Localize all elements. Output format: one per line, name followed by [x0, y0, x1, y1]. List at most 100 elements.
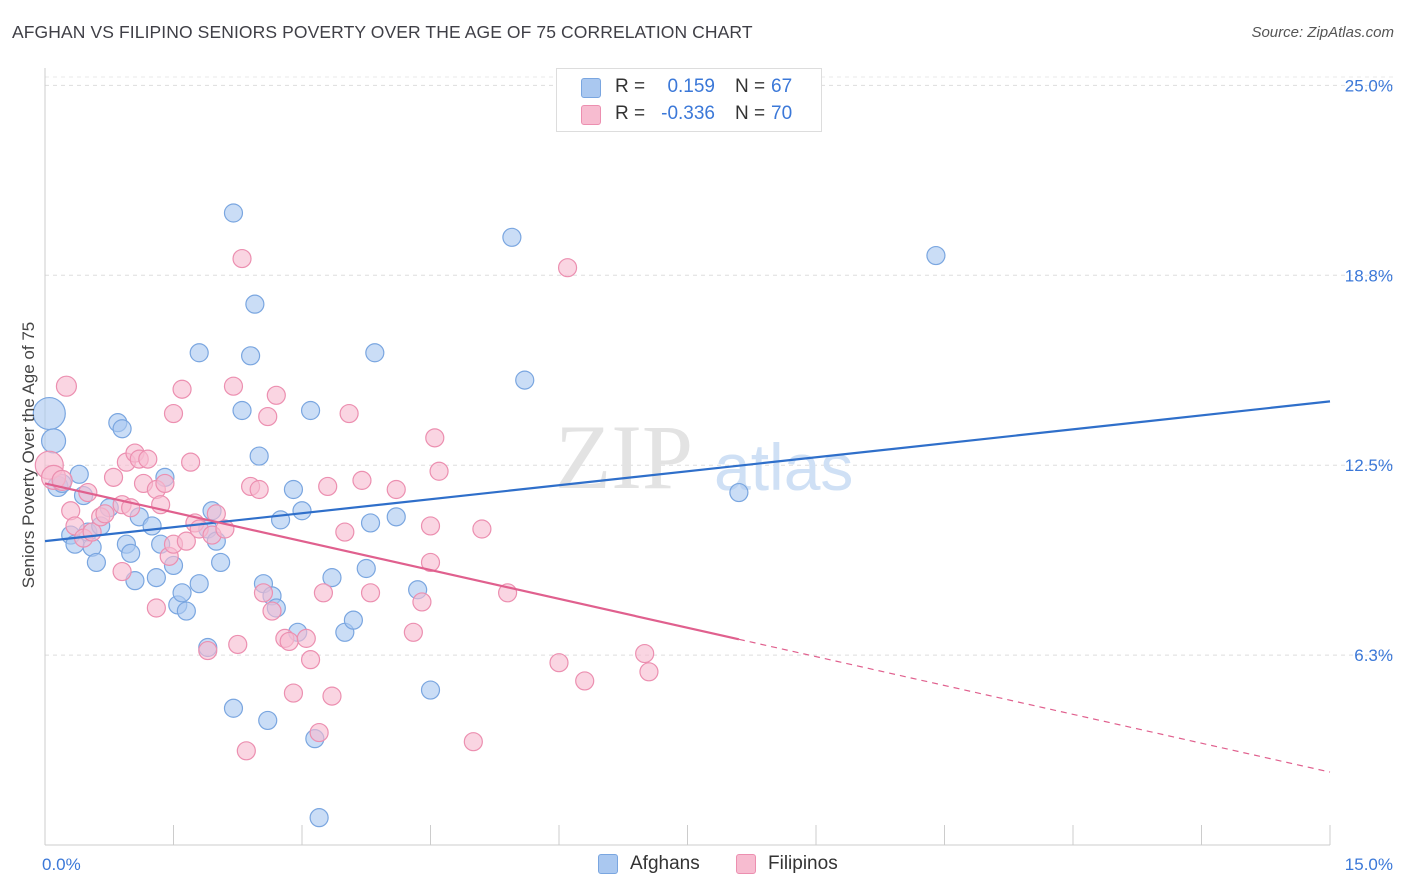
legend-filipinos-swatch: [736, 854, 756, 874]
filipinos-point: [112, 561, 132, 582]
afghans-point: [420, 680, 441, 700]
filipinos-point: [262, 601, 282, 621]
afghans-point: [386, 507, 406, 527]
trend-lines: [44, 400, 1331, 773]
afghans-point: [69, 464, 89, 484]
filipinos-trend-extension: [738, 638, 1331, 773]
n-value: 67: [771, 76, 793, 97]
filipinos-point: [318, 476, 338, 497]
n-label: N =: [735, 103, 766, 124]
afghans-point: [322, 568, 342, 588]
afghans-point: [729, 482, 749, 503]
watermark-zip: ZIP: [555, 406, 693, 508]
filipinos-point: [639, 662, 659, 682]
afghans-point: [515, 370, 535, 390]
afghans-point: [223, 203, 244, 223]
filipinos-point: [425, 428, 445, 448]
chart-title: AFGHAN VS FILIPINO SENIORS POVERTY OVER …: [12, 22, 753, 42]
stats-row-filipinos: R = -0.336 N = 70: [557, 100, 821, 128]
afghans-point: [176, 601, 196, 621]
afghans-point: [365, 343, 385, 363]
afghans-point: [258, 710, 278, 731]
filipinos-point: [549, 653, 569, 673]
filipinos-point: [360, 583, 381, 603]
r-value: -0.336: [661, 103, 715, 124]
grid-lines: [45, 76, 1395, 656]
filipinos-point: [155, 473, 175, 494]
legend-afghans-label: Afghans: [630, 853, 700, 874]
filipinos-point: [198, 640, 218, 661]
legend-filipinos-label: Filipinos: [768, 853, 838, 874]
filipinos-point: [172, 379, 192, 399]
filipinos-point: [463, 732, 483, 752]
filipinos-trend-line: [44, 482, 740, 641]
afghans-point: [360, 513, 381, 533]
afghans-point: [146, 568, 166, 588]
filipinos-point: [296, 628, 316, 648]
afghans-point: [232, 400, 252, 421]
filipinos-swatch: [581, 105, 601, 125]
filipinos-point: [313, 583, 334, 603]
afghans-swatch: [581, 78, 601, 98]
afghans-point: [309, 808, 329, 828]
afghans-point: [356, 558, 376, 579]
r-label: R =: [615, 103, 646, 124]
afghans-point: [142, 516, 162, 536]
filipinos-point: [103, 467, 124, 487]
filipinos-point: [472, 519, 492, 539]
afghans-point: [343, 610, 363, 630]
filipinos-point: [575, 671, 595, 691]
filipinos-point: [249, 479, 269, 500]
filipinos-point: [228, 634, 248, 655]
afghans-point: [211, 552, 231, 573]
afghans-point: [283, 479, 304, 500]
filipinos-point: [279, 631, 299, 652]
filipinos-point: [176, 531, 196, 551]
chart-legend: Afghans Filipinos: [598, 852, 838, 878]
filipinos-point: [258, 406, 278, 427]
filipinos-point: [55, 375, 78, 397]
afghans-point: [245, 294, 265, 314]
afghans-point: [270, 510, 291, 530]
filipinos-point: [300, 650, 321, 670]
filipinos-point: [322, 686, 342, 706]
afghans-trend-line: [44, 400, 1331, 543]
afghans-point: [86, 552, 107, 573]
afghans-point: [249, 446, 269, 466]
filipinos-point: [266, 385, 286, 405]
filipinos-point: [420, 516, 441, 536]
afghans-point: [241, 346, 261, 366]
filipinos-point: [429, 461, 449, 481]
x-tick-label: 0.0%: [42, 855, 81, 874]
r-value: 0.159: [667, 76, 715, 97]
afghans-point: [189, 343, 209, 363]
filipinos-point: [181, 452, 201, 472]
filipinos-point: [339, 403, 359, 424]
legend-afghans-swatch: [598, 854, 618, 874]
x-tick-label: 15.0%: [1345, 855, 1393, 874]
tick-labels: 25.0% 18.8% 12.5% 6.3% 0.0% 15.0%: [42, 76, 1393, 874]
filipinos-point: [146, 598, 166, 618]
afghans-point: [112, 419, 132, 439]
filipinos-point: [335, 522, 355, 542]
y-tick-label: 12.5%: [1345, 456, 1393, 475]
filipinos-point: [352, 470, 372, 490]
afghans-point: [502, 227, 522, 247]
filipinos-point: [420, 552, 441, 573]
filipinos-point: [253, 583, 274, 603]
afghans-point: [121, 543, 141, 563]
filipinos-point: [236, 741, 256, 761]
filipinos-point: [557, 258, 578, 278]
afghans-point: [292, 501, 312, 521]
filipinos-point: [309, 722, 329, 743]
filipinos-point: [223, 376, 244, 396]
afghans-point: [32, 396, 66, 431]
filipinos-point: [163, 403, 184, 424]
filipinos-point: [635, 643, 655, 664]
stats-row-afghans: R = 0.159 N = 67: [557, 73, 821, 101]
afghans-point: [40, 428, 67, 454]
n-value: 70: [771, 103, 793, 124]
y-tick-label: 18.8%: [1345, 266, 1393, 285]
n-label: N =: [735, 76, 766, 97]
afghans-point: [300, 400, 321, 421]
